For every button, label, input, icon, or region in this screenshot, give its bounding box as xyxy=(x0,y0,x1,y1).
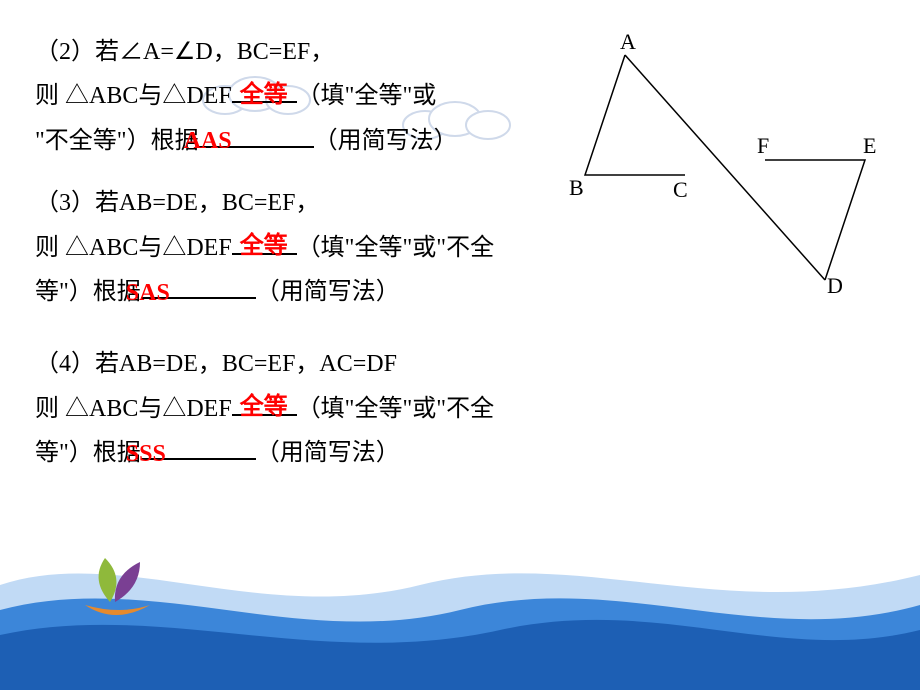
label-e: E xyxy=(863,133,876,159)
p4-text-d: （用简写法） xyxy=(256,440,400,466)
p3-answer1: 全等 xyxy=(240,224,288,268)
wave-decoration xyxy=(0,530,920,690)
triangle-abc xyxy=(585,55,685,175)
p3-line1: 则 △ABC与△DEF全等（填"全等"或"不全 xyxy=(35,226,635,270)
blank: SSS xyxy=(141,434,256,460)
p4-answer2: SSS xyxy=(126,432,166,476)
triangle-diagram: A B C F E D xyxy=(565,45,885,265)
label-c: C xyxy=(673,177,688,203)
p2-text-a: 则 △ABC与△DEF xyxy=(35,83,232,109)
p4-line1: 则 △ABC与△DEF全等（填"全等"或"不全 xyxy=(35,387,635,431)
geometry-svg xyxy=(565,45,885,305)
label-f: F xyxy=(757,133,769,159)
p3-text-b: （填"全等"或"不全 xyxy=(297,235,494,261)
p3-condition: （3）若AB=DE，BC=EF， xyxy=(35,181,555,225)
p4-condition: （4）若AB=DE，BC=EF，AC=DF xyxy=(35,342,555,386)
p2-line2: "不全等"）根据AAS（用简写法） xyxy=(35,119,555,163)
blank: 全等 xyxy=(232,77,297,103)
p2-answer2: AAS xyxy=(184,119,232,163)
blank: SAS xyxy=(141,273,256,299)
line-ad xyxy=(625,55,825,280)
p2-line1: 则 △ABC与△DEF全等（填"全等"或 xyxy=(35,74,555,118)
p2-condition: （2）若∠A=∠D，BC=EF， xyxy=(35,30,555,74)
p3-answer2: SAS xyxy=(126,271,170,315)
p4-text-a: 则 △ABC与△DEF xyxy=(35,396,232,422)
blank: AAS xyxy=(199,121,314,147)
p4-answer1: 全等 xyxy=(240,385,288,429)
p3-text-d: （用简写法） xyxy=(256,279,400,305)
p2-text-b: （填"全等"或 xyxy=(297,83,437,109)
p4-text-b: （填"全等"或"不全 xyxy=(297,396,494,422)
label-a: A xyxy=(620,29,636,55)
blank: 全等 xyxy=(232,228,297,254)
triangle-def-part xyxy=(765,160,865,280)
p2-text-c: "不全等"）根据 xyxy=(35,128,199,154)
p3-text-a: 则 △ABC与△DEF xyxy=(35,235,232,261)
label-d: D xyxy=(827,273,843,299)
blank: 全等 xyxy=(232,389,297,415)
p4-line2: 等"）根据SSS（用简写法） xyxy=(35,431,555,475)
label-b: B xyxy=(569,175,584,201)
p2-text-d: （用简写法） xyxy=(314,128,458,154)
problem-content: （2）若∠A=∠D，BC=EF， 则 △ABC与△DEF全等（填"全等"或 "不… xyxy=(35,30,555,476)
p2-answer1: 全等 xyxy=(240,73,288,117)
p3-line2: 等"）根据SAS（用简写法） xyxy=(35,270,555,314)
